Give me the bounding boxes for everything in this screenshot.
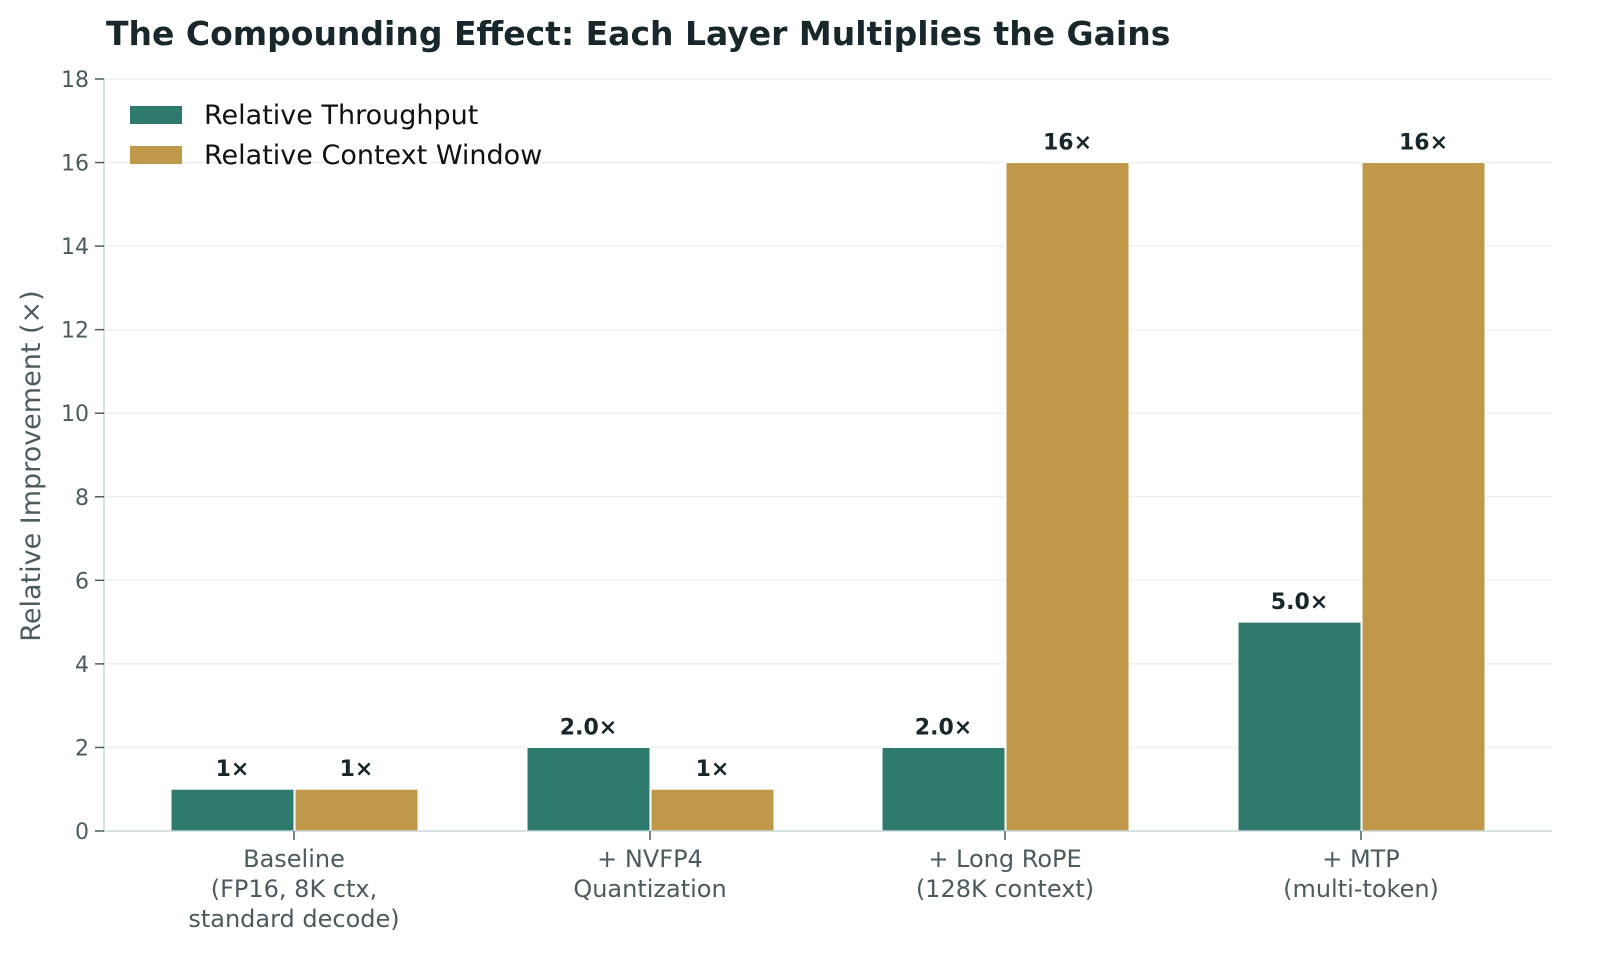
x-tick-label-line: standard decode) [188,905,399,933]
x-tick-label: Baseline (FP16, 8K ctx, standard decode) [188,845,399,933]
y-tick-label: 18 [61,68,89,93]
data-label: 1× [340,757,374,782]
x-tick-label-line: Quantization [573,875,726,903]
y-ticks: 0 2 4 6 8 10 12 14 16 18 [61,68,104,845]
x-tick-label-line: (multi-token) [1283,875,1439,903]
data-label: 2.0× [915,715,972,740]
x-tick-label-line: (FP16, 8K ctx, [211,875,378,903]
bar-throughput [881,746,1006,832]
data-label: 1× [696,757,730,782]
y-tick-label: 8 [75,486,89,511]
legend: Relative Throughput Relative Context Wind… [130,100,542,171]
x-tick-label-line: + Long RoPE [928,845,1081,873]
bars [170,162,1486,832]
grid-lines [104,78,1552,749]
data-label: 1× [216,757,250,782]
x-tick-label: + Long RoPE (128K context) [916,845,1094,903]
y-tick-label: 10 [61,402,89,427]
x-tick-label-line: + MTP [1322,845,1400,873]
x-tick-label: + NVFP4 Quantization [573,845,726,903]
x-tick-label: + MTP (multi-token) [1283,845,1439,903]
x-tick-label-line: (128K context) [916,875,1094,903]
y-tick-label: 0 [75,820,89,845]
data-label: 16× [1399,131,1448,156]
legend-label: Relative Throughput [204,100,478,131]
bar-context-window [1005,162,1130,832]
data-label: 5.0× [1271,590,1328,615]
data-label: 16× [1043,131,1092,156]
legend-label: Relative Context Window [204,140,542,171]
y-tick-label: 14 [61,235,89,260]
bar-throughput [170,788,295,832]
bar-context-window [294,788,419,832]
y-tick-label: 4 [75,653,89,678]
bar-throughput [1237,621,1362,832]
legend-swatch [130,146,182,164]
data-label: 2.0× [560,715,617,740]
data-labels: 1× 2.0× 2.0× 5.0× 1× 1× 16× 16× [216,131,1448,783]
x-tick-label-line: Baseline [243,845,345,873]
y-tick-label: 12 [61,319,89,344]
y-tick-label: 16 [61,152,89,177]
x-tick-label-line: + NVFP4 [597,845,703,873]
chart-title: The Compounding Effect: Each Layer Multi… [106,14,1170,53]
y-axis-label: Relative Improvement (×) [16,290,47,641]
bar-context-window [1361,162,1486,832]
bar-throughput [526,746,651,832]
axes [103,79,1552,832]
y-tick-label: 6 [75,569,89,594]
legend-swatch [130,106,182,124]
y-tick-label: 2 [75,736,89,761]
bar-context-window [650,788,775,832]
x-ticks: Baseline (FP16, 8K ctx, standard decode) + … [188,831,1439,933]
